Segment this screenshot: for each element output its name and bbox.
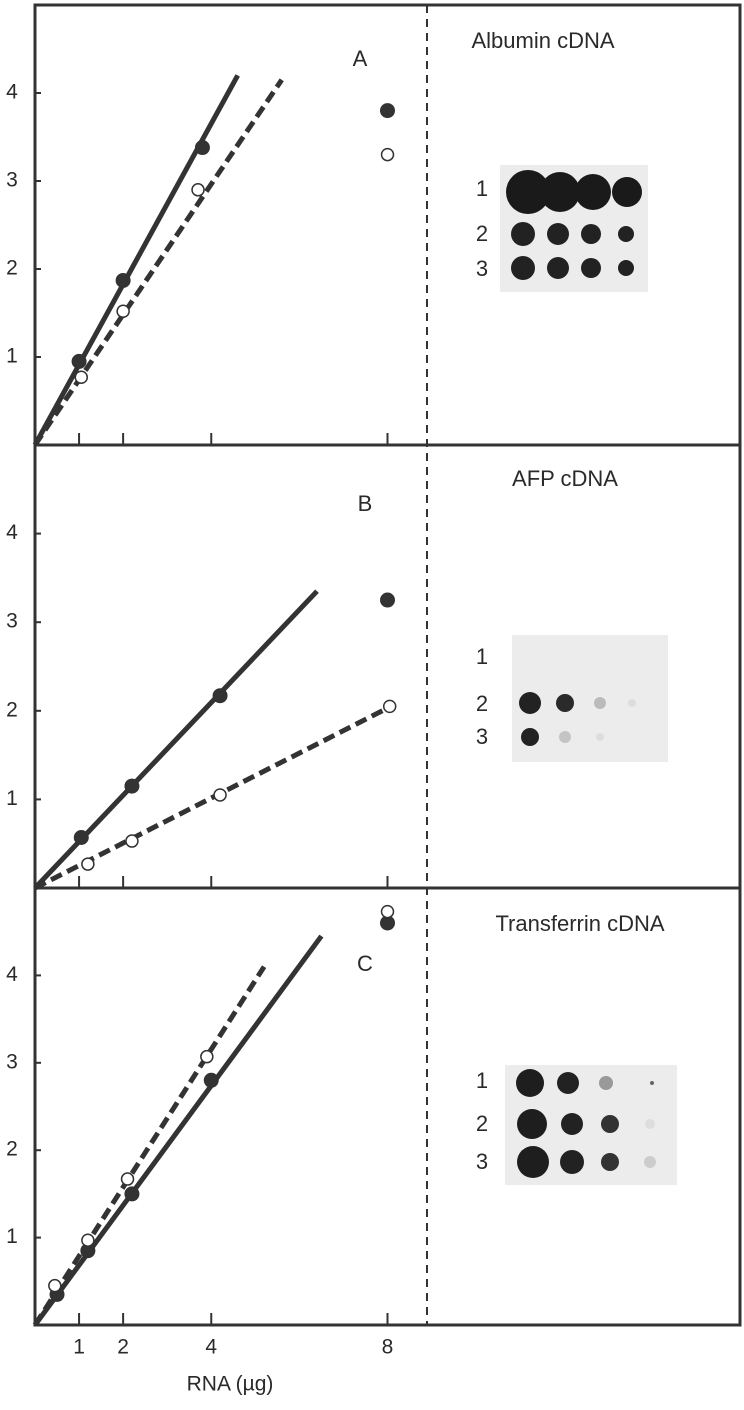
blot-dot (516, 1069, 544, 1097)
blot-dot (556, 694, 574, 712)
point-open (120, 1172, 135, 1186)
fit-line-dashed (32, 78, 284, 447)
point-open (380, 147, 395, 162)
fit-line-dashed (32, 965, 267, 1327)
point-filled (212, 688, 228, 704)
chart-title: AFP cDNA (512, 466, 618, 491)
point-open (191, 183, 205, 197)
y-tick-label: 1 (6, 787, 18, 810)
blot-dot (601, 1115, 619, 1133)
blot-dot (601, 1153, 619, 1171)
blot-dot (557, 1072, 579, 1094)
blot-dot (612, 177, 642, 207)
blot-row-label: 1 (476, 176, 488, 201)
blot-row-label: 3 (476, 724, 488, 749)
y-tick-label: 1 (6, 1225, 18, 1248)
blot-dot (547, 257, 569, 279)
blot-row-label: 3 (476, 1149, 488, 1174)
blot-row-label: 1 (476, 1068, 488, 1093)
panel-letter: A (353, 46, 368, 71)
point-open (116, 304, 130, 318)
point-filled (115, 272, 131, 288)
y-tick-label: 2 (6, 257, 18, 280)
chart-title: Albumin cDNA (471, 28, 614, 53)
x-tick-label: 8 (382, 1336, 394, 1359)
blot-dot (645, 1119, 655, 1129)
blot-row-label: 2 (476, 691, 488, 716)
y-tick-label: 4 (6, 521, 18, 544)
x-tick-label: 2 (117, 1336, 129, 1359)
blot-row-label: 3 (476, 256, 488, 281)
point-filled (380, 103, 395, 119)
point-open (48, 1278, 62, 1293)
blot-dot (521, 728, 539, 746)
blot-dot (540, 172, 580, 212)
point-open (382, 699, 397, 714)
point-open (81, 857, 95, 871)
point-open (213, 788, 227, 802)
chart-title: Transferrin cDNA (495, 911, 664, 936)
point-open (200, 1049, 214, 1064)
blot-row-label: 2 (476, 221, 488, 246)
point-filled (124, 1186, 140, 1202)
blot-dot (561, 1113, 583, 1135)
y-tick-label: 4 (6, 81, 18, 104)
point-filled (380, 592, 395, 608)
point-filled (203, 1072, 219, 1088)
point-filled (73, 829, 89, 845)
x-tick-label: 4 (205, 1336, 217, 1359)
x-tick-label: 1 (73, 1336, 85, 1359)
y-tick-label: 3 (6, 169, 18, 192)
y-tick-label: 3 (6, 1050, 18, 1073)
blot-dot (559, 731, 571, 743)
blot-dot (594, 697, 606, 709)
blot-dot (547, 223, 569, 245)
blot-dot (575, 174, 611, 210)
blot-dot (618, 226, 634, 242)
y-tick-label: 2 (6, 1138, 18, 1161)
point-filled (124, 778, 140, 794)
blot-dot (581, 224, 601, 244)
y-tick-label: 2 (6, 698, 18, 721)
blot-dot (511, 222, 535, 246)
point-filled (71, 353, 87, 369)
x-axis-label: RNA (µg) (187, 1373, 274, 1396)
point-open (81, 1233, 95, 1247)
blot-dot (650, 1081, 654, 1085)
blot-dot (581, 258, 601, 278)
fit-line (32, 934, 324, 1327)
panel-letter: B (358, 491, 373, 516)
blot-dot (506, 170, 550, 214)
blot-dot (599, 1076, 613, 1090)
point-filled (194, 140, 210, 156)
blot-dot (628, 699, 636, 707)
blot-dot (511, 256, 535, 280)
fit-line (32, 74, 240, 447)
blot-row-label: 2 (476, 1111, 488, 1136)
y-tick-label: 3 (6, 610, 18, 633)
blot-row-label: 1 (476, 644, 488, 669)
y-tick-label: 4 (6, 963, 18, 986)
blot-dot (644, 1156, 656, 1168)
blot-dot (519, 692, 541, 714)
blot-dot (517, 1146, 549, 1178)
blot-dot (560, 1150, 584, 1174)
panel-letter: C (357, 951, 373, 976)
blot-dot (517, 1109, 547, 1139)
blot-dot (618, 260, 634, 276)
point-open (380, 904, 395, 919)
y-tick-label: 1 (6, 345, 18, 368)
point-open (74, 370, 89, 384)
point-open (125, 834, 139, 848)
blot-dot (596, 733, 604, 741)
fit-line-dashed (33, 705, 389, 891)
